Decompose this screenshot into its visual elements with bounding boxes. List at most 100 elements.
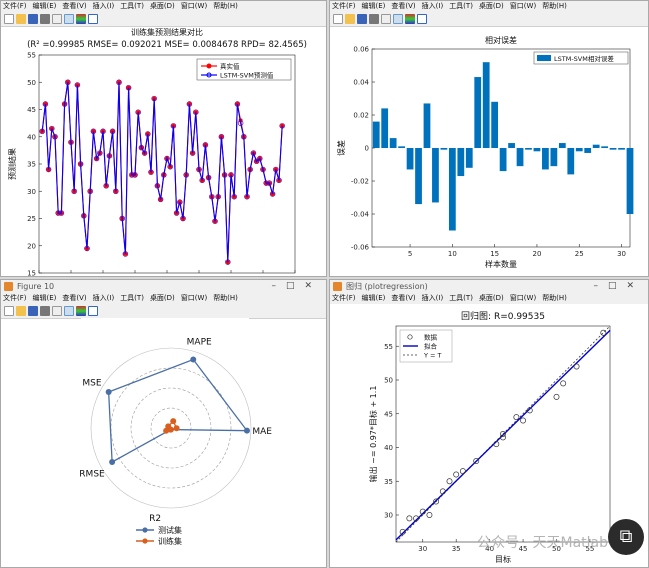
- menu-item[interactable]: 插入(I): [421, 2, 444, 10]
- menu-item[interactable]: 插入(I): [421, 294, 444, 302]
- menu-item[interactable]: 工具(T): [449, 294, 473, 302]
- menu-item[interactable]: 桌面(D): [478, 294, 504, 302]
- y-tick-label: 20: [27, 242, 36, 250]
- bar: [457, 148, 465, 177]
- data-point: [93, 155, 100, 162]
- menu-item[interactable]: 帮助(H): [542, 294, 567, 302]
- y-tick-label: 30: [27, 188, 36, 196]
- menu-item[interactable]: 窗口(W): [180, 294, 208, 302]
- x-tick-label: 60: [227, 276, 236, 277]
- zoom-icon[interactable]: [393, 14, 403, 24]
- y-tick-label: 45: [27, 106, 36, 114]
- colorbar-icon[interactable]: [76, 14, 86, 24]
- radar-point: [109, 459, 116, 465]
- x-tick-label: 0: [37, 276, 41, 277]
- bar: [415, 148, 422, 205]
- menu-item[interactable]: 查看(V): [62, 294, 87, 302]
- pointer-icon[interactable]: [52, 14, 62, 24]
- legend-icon[interactable]: [88, 306, 98, 316]
- open-folder-icon[interactable]: [16, 306, 26, 316]
- bar: [465, 148, 473, 168]
- print-icon[interactable]: [40, 14, 50, 24]
- menu-item[interactable]: 查看(V): [391, 294, 416, 302]
- menu-item[interactable]: 工具(T): [120, 2, 144, 10]
- radar-panel: [81, 318, 249, 518]
- colorbar-icon[interactable]: [76, 306, 86, 316]
- data-point: [77, 161, 84, 167]
- data-point: [68, 139, 74, 145]
- data-point: [170, 123, 177, 129]
- pointer-icon[interactable]: [381, 14, 391, 24]
- y-tick-label: 45: [384, 410, 393, 418]
- data-point: [177, 199, 183, 205]
- data-point: [49, 125, 55, 132]
- colorbar-icon[interactable]: [405, 14, 415, 24]
- menu-item[interactable]: 文件(F): [3, 2, 27, 10]
- window-controls[interactable]: –□✕: [593, 281, 644, 291]
- menu-item[interactable]: 工具(T): [120, 294, 144, 302]
- data-point: [154, 183, 161, 189]
- legend-swatch: [537, 55, 551, 61]
- data-point: [113, 188, 119, 195]
- menu-item[interactable]: 编辑(E): [361, 2, 386, 10]
- data-point: [141, 150, 148, 156]
- bar: [423, 103, 431, 148]
- menu-item[interactable]: 文件(F): [332, 2, 356, 10]
- menu-item[interactable]: 帮助(H): [213, 2, 238, 10]
- menu-item[interactable]: 插入(I): [92, 294, 115, 302]
- bar: [516, 148, 524, 167]
- print-icon[interactable]: [40, 306, 50, 316]
- y-tick-label: 55: [27, 52, 36, 60]
- bar: [381, 108, 389, 148]
- figure-window-regression: 图归 (plotregression) –□✕ 文件(F) 编辑(E) 查看(V) 插入…: [329, 279, 649, 568]
- new-file-icon[interactable]: [4, 306, 14, 316]
- menu-item[interactable]: 窗口(W): [509, 2, 537, 10]
- legend-icon[interactable]: [417, 14, 427, 24]
- data-point: [426, 512, 433, 518]
- menu-item[interactable]: 帮助(H): [213, 294, 238, 302]
- zoom-icon[interactable]: [64, 306, 74, 316]
- menu-item[interactable]: 文件(F): [332, 294, 356, 302]
- menu-item[interactable]: 桌面(D): [478, 2, 504, 10]
- open-folder-icon[interactable]: [16, 14, 26, 24]
- legend-marker: [142, 527, 148, 533]
- save-icon[interactable]: [357, 14, 367, 24]
- menu-item[interactable]: 查看(V): [62, 2, 87, 10]
- print-icon[interactable]: [369, 14, 379, 24]
- legend-icon[interactable]: [88, 14, 98, 24]
- share-icon[interactable]: ⧉: [608, 519, 644, 555]
- radar-axis-label: MSE: [82, 378, 101, 388]
- data-point: [87, 188, 93, 195]
- y-tick-label: 40: [27, 133, 36, 141]
- x-tick-label: 80: [291, 276, 300, 277]
- legend-label: 测试集: [158, 525, 182, 535]
- menu-item[interactable]: 窗口(W): [509, 294, 537, 302]
- menu-item[interactable]: 编辑(E): [361, 294, 386, 302]
- menu-item[interactable]: 查看(V): [391, 2, 416, 10]
- zoom-icon[interactable]: [64, 14, 74, 24]
- menu-item[interactable]: 编辑(E): [32, 294, 57, 302]
- save-icon[interactable]: [28, 306, 38, 316]
- menu-item[interactable]: 桌面(D): [149, 2, 175, 10]
- menu-item[interactable]: 桌面(D): [149, 294, 175, 302]
- menu-item[interactable]: 窗口(W): [180, 2, 208, 10]
- window-controls[interactable]: –□✕: [271, 281, 322, 291]
- x-tick-label: 30: [617, 250, 626, 258]
- menu-item[interactable]: 插入(I): [92, 2, 115, 10]
- new-file-icon[interactable]: [4, 14, 14, 24]
- open-folder-icon[interactable]: [345, 14, 355, 24]
- data-point: [399, 528, 406, 535]
- data-point: [500, 434, 506, 441]
- save-icon[interactable]: [28, 14, 38, 24]
- menu-item[interactable]: 工具(T): [449, 2, 473, 10]
- pointer-icon[interactable]: [52, 306, 62, 316]
- x-tick-label: 50: [552, 545, 561, 553]
- menu-item[interactable]: 帮助(H): [542, 2, 567, 10]
- new-file-icon[interactable]: [333, 14, 343, 24]
- data-point: [413, 515, 420, 522]
- x-tick-label: 50: [195, 276, 204, 277]
- bar: [618, 148, 625, 150]
- menu-item[interactable]: 文件(F): [3, 294, 27, 302]
- menu-item[interactable]: 编辑(E): [32, 2, 57, 10]
- legend-label: 真实值: [220, 62, 240, 71]
